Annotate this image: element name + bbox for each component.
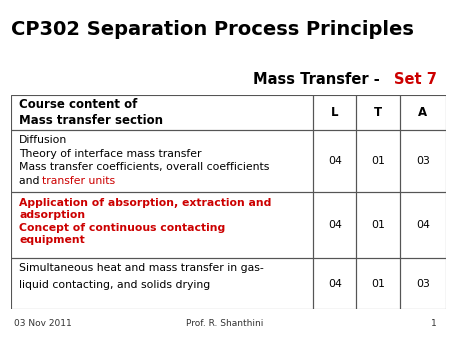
Bar — [313, 130, 356, 192]
Text: 01: 01 — [371, 279, 385, 289]
Text: Mass transfer coefficients, overall coefficients: Mass transfer coefficients, overall coef… — [19, 163, 270, 172]
Bar — [313, 258, 356, 309]
Bar — [313, 192, 356, 258]
Bar — [356, 258, 400, 309]
Bar — [11, 192, 313, 258]
Text: T: T — [374, 106, 382, 119]
Text: 03 Nov 2011: 03 Nov 2011 — [14, 319, 71, 328]
Text: Mass Transfer -: Mass Transfer - — [253, 72, 385, 87]
Text: Course content of
Mass transfer section: Course content of Mass transfer section — [19, 98, 163, 127]
Text: Application of absorption, extraction and: Application of absorption, extraction an… — [19, 198, 271, 208]
Bar — [400, 130, 446, 192]
Bar — [11, 130, 313, 192]
Text: Concept of continuous contacting: Concept of continuous contacting — [19, 223, 225, 233]
Bar — [313, 95, 356, 130]
Text: 04: 04 — [328, 156, 342, 166]
Text: CP302 Separation Process Principles: CP302 Separation Process Principles — [11, 20, 414, 39]
Text: Prof. R. Shanthini: Prof. R. Shanthini — [186, 319, 264, 328]
Text: 03: 03 — [416, 279, 430, 289]
Text: 1: 1 — [431, 319, 436, 328]
Text: Set 7: Set 7 — [394, 72, 436, 87]
Text: and: and — [19, 176, 43, 186]
Text: A: A — [418, 106, 427, 119]
Text: equipment: equipment — [19, 236, 85, 245]
Text: Diffusion: Diffusion — [19, 136, 68, 145]
Text: Simultaneous heat and mass transfer in gas-: Simultaneous heat and mass transfer in g… — [19, 263, 264, 273]
Bar — [11, 95, 313, 130]
Text: 04: 04 — [328, 279, 342, 289]
Bar — [356, 95, 400, 130]
Text: L: L — [331, 106, 338, 119]
Text: liquid contacting, and solids drying: liquid contacting, and solids drying — [19, 280, 210, 290]
Text: adsorption: adsorption — [19, 210, 85, 220]
Bar — [356, 130, 400, 192]
Text: 04: 04 — [416, 220, 430, 230]
Text: 01: 01 — [371, 220, 385, 230]
Text: 03: 03 — [416, 156, 430, 166]
Text: Theory of interface mass transfer: Theory of interface mass transfer — [19, 149, 202, 159]
Text: 04: 04 — [328, 220, 342, 230]
Bar — [400, 258, 446, 309]
Bar — [400, 95, 446, 130]
Text: transfer units: transfer units — [42, 176, 115, 186]
Bar — [400, 192, 446, 258]
Bar — [356, 192, 400, 258]
Text: 01: 01 — [371, 156, 385, 166]
Bar — [11, 258, 313, 309]
